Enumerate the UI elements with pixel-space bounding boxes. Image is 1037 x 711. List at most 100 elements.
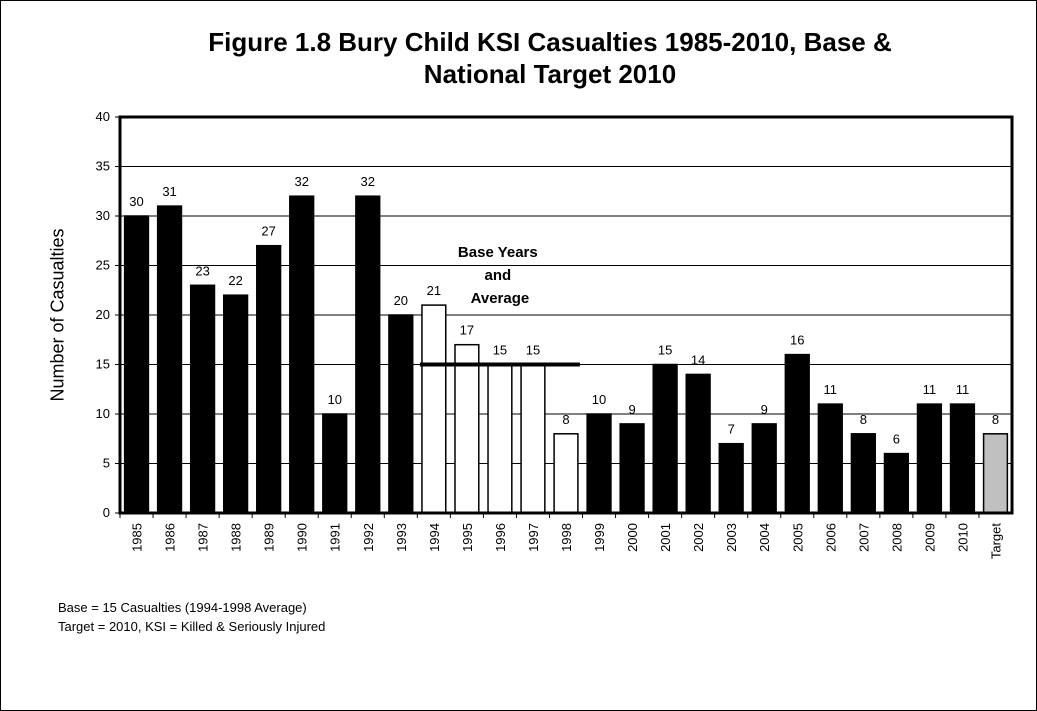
bar-1987 — [189, 284, 216, 514]
data-label-2005: 16 — [790, 333, 804, 348]
bar-1994 — [421, 304, 447, 514]
data-label-2009: 11 — [923, 382, 937, 397]
bar-1998 — [553, 433, 579, 514]
x-tick-label-1995: 1995 — [460, 523, 475, 552]
data-label-1989: 27 — [261, 224, 275, 239]
data-label-1997: 15 — [526, 343, 540, 358]
data-label-1993: 20 — [394, 293, 408, 308]
x-tick-label-2003: 2003 — [724, 523, 739, 552]
y-tick-label-25: 25 — [96, 258, 110, 273]
y-tick-label-30: 30 — [96, 208, 110, 223]
y-axis-ticks: 0 5 10 15 20 25 30 35 40 — [96, 109, 120, 520]
bar-1986 — [156, 205, 183, 514]
bar-2003 — [718, 442, 744, 514]
bar-2005 — [784, 353, 810, 514]
bar-1989 — [256, 244, 282, 514]
x-tick-label-1993: 1993 — [394, 523, 409, 552]
x-tick-label-1986: 1986 — [163, 523, 178, 552]
chart-title-line-1: Figure 1.8 Bury Child KSI Casualties 198… — [208, 27, 892, 57]
data-label-1991: 10 — [328, 392, 342, 407]
x-tick-label-2002: 2002 — [691, 523, 706, 552]
x-tick-label-1998: 1998 — [559, 523, 574, 552]
data-label-2001: 15 — [658, 343, 672, 358]
note-target: Target = 2010, KSI = Killed & Seriously … — [58, 619, 326, 634]
x-tick-label-1989: 1989 — [262, 523, 277, 552]
x-tick-label-2007: 2007 — [856, 523, 871, 552]
x-tick-label-Target: Target — [988, 523, 1003, 560]
base-years-annotation: Base Years and Average — [458, 244, 542, 307]
data-label-1999: 10 — [592, 392, 606, 407]
data-label-1994: 21 — [427, 283, 441, 298]
y-tick-label-20: 20 — [96, 307, 110, 322]
data-label-2002: 14 — [691, 352, 705, 367]
bar-1993 — [388, 314, 414, 514]
bar-1991 — [322, 413, 348, 514]
x-tick-label-2004: 2004 — [757, 523, 772, 552]
x-tick-label-2005: 2005 — [790, 523, 805, 552]
data-label-Target: 8 — [992, 412, 999, 427]
y-tick-label-35: 35 — [96, 159, 110, 174]
bar-1999 — [586, 413, 612, 514]
data-label-1992: 32 — [361, 174, 375, 189]
y-tick-label-10: 10 — [96, 406, 110, 421]
data-label-1987: 23 — [195, 263, 209, 278]
bar-1996 — [487, 363, 513, 514]
data-label-2000: 9 — [628, 402, 635, 417]
note-base: Base = 15 Casualties (1994-1998 Average) — [58, 600, 307, 615]
bar-2004 — [751, 423, 777, 514]
bar-1995 — [454, 343, 480, 514]
x-tick-label-1992: 1992 — [361, 523, 376, 552]
bar-2009 — [916, 403, 943, 514]
bar-2001 — [652, 363, 678, 514]
x-tick-label-2006: 2006 — [823, 523, 838, 552]
x-tick-label-1991: 1991 — [328, 523, 343, 552]
annotation-line-2: and — [485, 267, 512, 284]
chart-title-line-2: National Target 2010 — [423, 59, 677, 89]
y-tick-label-0: 0 — [103, 505, 110, 520]
x-tick-label-1999: 1999 — [592, 523, 607, 552]
x-tick-label-1997: 1997 — [526, 523, 541, 552]
y-tick-label-5: 5 — [103, 456, 110, 471]
x-tick-label-2001: 2001 — [658, 523, 673, 552]
bar-1990 — [289, 195, 315, 514]
bar-2010 — [949, 403, 976, 514]
annotation-line-3: Average — [471, 290, 530, 307]
bar-1992 — [355, 195, 381, 514]
data-label-2007: 8 — [860, 412, 867, 427]
x-tick-label-2000: 2000 — [625, 523, 640, 552]
data-label-2003: 7 — [728, 422, 735, 437]
bar-2008 — [883, 452, 910, 514]
x-axis-ticks: 1985 1986 1987 1988 1989 1990 1991 1992 1993 1994… — [119, 513, 1003, 560]
x-tick-label-2008: 2008 — [889, 523, 904, 552]
bar-2006 — [817, 403, 843, 514]
data-label-1985: 30 — [129, 194, 143, 209]
data-label-1986: 31 — [162, 184, 176, 199]
data-label-1996: 15 — [493, 343, 507, 358]
data-label-1988: 22 — [228, 273, 242, 288]
bar-2000 — [619, 423, 645, 514]
bar-Target — [982, 433, 1009, 514]
x-tick-label-2009: 2009 — [922, 523, 937, 552]
x-tick-label-1988: 1988 — [229, 523, 244, 552]
data-label-2008: 6 — [893, 432, 900, 447]
x-tick-label-1990: 1990 — [295, 523, 310, 552]
data-label-1995: 17 — [460, 323, 474, 338]
x-tick-label-1994: 1994 — [427, 523, 442, 552]
x-tick-label-1987: 1987 — [196, 523, 211, 552]
x-tick-label-1985: 1985 — [130, 523, 145, 552]
bar-2007 — [850, 433, 876, 514]
notes: Base = 15 Casualties (1994-1998 Average)… — [58, 598, 325, 636]
data-label-1998: 8 — [562, 412, 569, 427]
x-tick-label-1996: 1996 — [493, 523, 508, 552]
data-label-2010: 11 — [956, 382, 970, 397]
data-label-2006: 11 — [824, 382, 838, 397]
annotation-line-1: Base Years — [458, 244, 538, 261]
data-labels: 30 31 23 22 27 32 10 32 20 21 17 15 15 8 10 9 15 14 7 9 16 11… — [129, 174, 999, 446]
plot-area — [118, 115, 1014, 515]
y-tick-label-15: 15 — [96, 357, 110, 372]
data-label-2004: 9 — [761, 402, 768, 417]
x-tick-label-2010: 2010 — [955, 523, 970, 552]
bars — [123, 195, 1009, 514]
y-tick-label-40: 40 — [96, 109, 110, 124]
